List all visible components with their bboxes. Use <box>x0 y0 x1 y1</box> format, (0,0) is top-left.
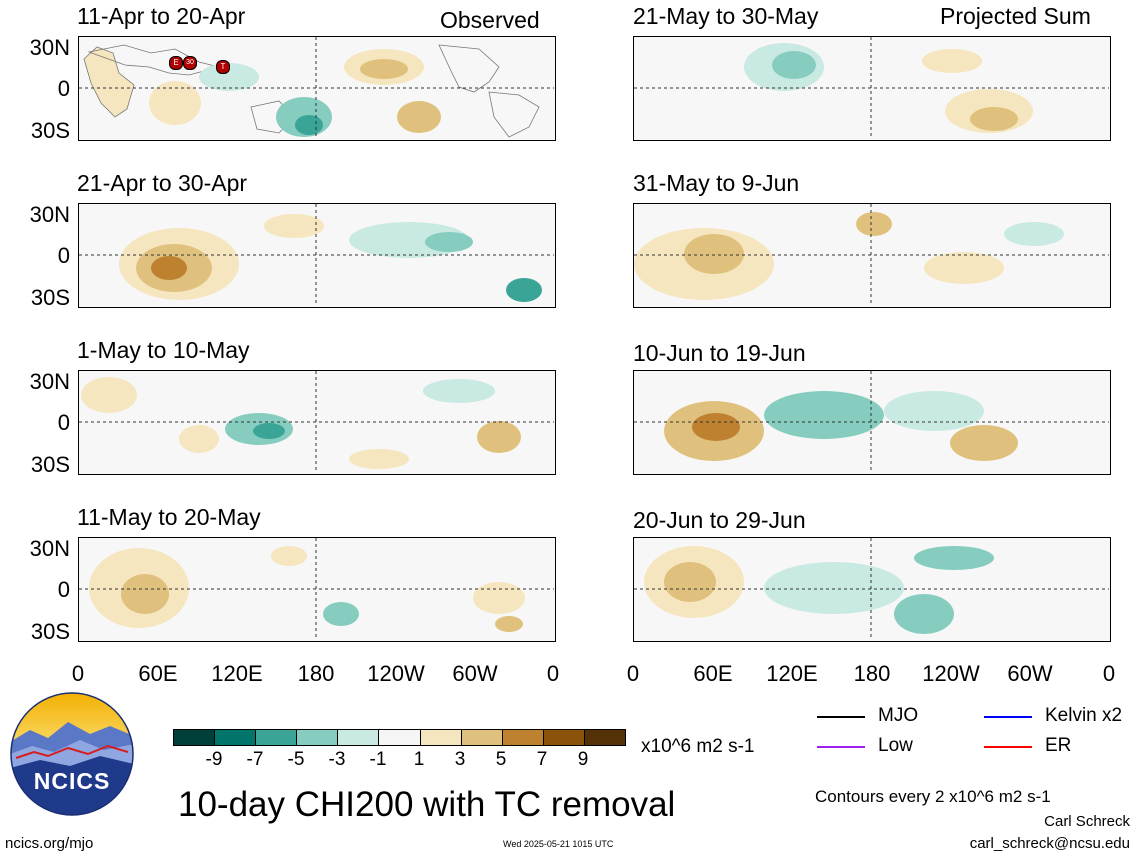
lat-label-30n: 30N <box>29 536 70 561</box>
lon-label: 60W <box>452 661 498 686</box>
observed-header: Observed <box>440 7 540 33</box>
contours-note: Contours every 2 x10^6 m2 s-1 <box>815 787 1051 806</box>
map-panel <box>633 537 1111 642</box>
panel-title: 20-Jun to 29-Jun <box>633 507 806 533</box>
tc-marker: E <box>169 56 183 70</box>
legend-label-low: Low <box>878 735 913 756</box>
ncics-logo <box>10 692 134 816</box>
tc-marker: 30 <box>183 56 197 70</box>
colorbar-swatch <box>256 729 298 746</box>
map-panel <box>78 370 556 475</box>
panel-title: 10-Jun to 19-Jun <box>633 340 806 366</box>
lon-label: 120E <box>766 661 818 686</box>
colorbar-units: x10^6 m2 s-1 <box>641 736 755 757</box>
map-panel <box>78 203 556 308</box>
colorbar-swatch <box>173 729 216 746</box>
lon-label: 120E <box>211 661 263 686</box>
email[interactable]: carl_schreck@ncsu.edu <box>969 835 1130 852</box>
lat-label-30s: 30S <box>30 285 70 310</box>
lon-label: 60W <box>1007 661 1053 686</box>
lat-label-eq: 0 <box>57 243 70 268</box>
lon-label: 120W <box>922 661 980 686</box>
tc-marker: T <box>216 60 230 74</box>
lat-label-30s: 30S <box>30 452 70 477</box>
panel-title: 31-May to 9-Jun <box>633 170 800 196</box>
colorbar-label: -3 <box>328 749 346 770</box>
colorbar <box>173 729 627 746</box>
colorbar-label: 9 <box>577 749 589 770</box>
legend-line-kelvin <box>984 716 1032 718</box>
map-panel <box>633 203 1111 308</box>
lon-label: 120W <box>367 661 425 686</box>
legend-label-er: ER <box>1045 735 1072 756</box>
colorbar-swatch <box>379 729 421 746</box>
colorbar-swatch <box>461 729 503 746</box>
lat-label-30n: 30N <box>29 202 70 227</box>
site-link[interactable]: ncics.org/mjo <box>5 835 94 852</box>
lon-label: 0 <box>1102 661 1116 686</box>
lon-label: 60E <box>138 661 178 686</box>
main-title: 10-day CHI200 with TC removal <box>178 785 676 824</box>
map-panel <box>78 36 556 141</box>
lat-label-eq: 0 <box>57 410 70 435</box>
colorbar-label: 7 <box>536 749 548 770</box>
lat-label-30n: 30N <box>29 369 70 394</box>
map-panel <box>633 370 1111 475</box>
lon-label: 180 <box>297 661 335 686</box>
lat-label-30n: 30N <box>29 35 70 60</box>
logo-text: NCICS <box>33 768 111 794</box>
colorbar-label: -1 <box>369 749 387 770</box>
panel-title: 1-May to 10-May <box>77 337 250 363</box>
colorbar-label: 5 <box>495 749 507 770</box>
lat-label-30s: 30S <box>30 619 70 644</box>
legend-line-mjo <box>817 716 865 718</box>
panel-title: 11-May to 20-May <box>77 504 261 530</box>
lat-label-eq: 0 <box>57 577 70 602</box>
colorbar-label: 1 <box>413 749 425 770</box>
lat-label-30s: 30S <box>30 118 70 143</box>
colorbar-label: -7 <box>246 749 264 770</box>
panel-title: 21-Apr to 30-Apr <box>77 170 248 196</box>
panel-title: 11-Apr to 20-Apr <box>77 3 246 29</box>
colorbar-swatch <box>420 729 462 746</box>
colorbar-swatch <box>584 729 627 746</box>
colorbar-swatch <box>215 729 257 746</box>
colorbar-label: -5 <box>287 749 305 770</box>
colorbar-label: 3 <box>454 749 466 770</box>
colorbar-swatch <box>297 729 339 746</box>
colorbar-swatch <box>543 729 585 746</box>
legend-label-mjo: MJO <box>878 705 919 726</box>
map-panel <box>78 537 556 642</box>
author: Carl Schreck <box>1044 813 1130 830</box>
map-panel <box>633 36 1111 141</box>
lon-label: 0 <box>626 661 640 686</box>
lon-label: 60E <box>693 661 733 686</box>
legend-label-kelvin: Kelvin x2 <box>1045 705 1123 726</box>
lat-label-eq: 0 <box>57 76 70 101</box>
panel-title: 21-May to 30-May <box>633 3 819 29</box>
colorbar-swatch <box>502 729 544 746</box>
projected-sum-header: Projected Sum <box>940 3 1091 29</box>
lon-label: 0 <box>546 661 560 686</box>
legend-line-low <box>817 746 865 748</box>
colorbar-swatch <box>338 729 380 746</box>
timestamp: Wed 2025-05-21 1015 UTC <box>503 839 614 849</box>
lon-label: 0 <box>71 661 85 686</box>
legend-line-er <box>984 746 1032 748</box>
colorbar-label: -9 <box>205 749 223 770</box>
lon-label: 180 <box>853 661 891 686</box>
